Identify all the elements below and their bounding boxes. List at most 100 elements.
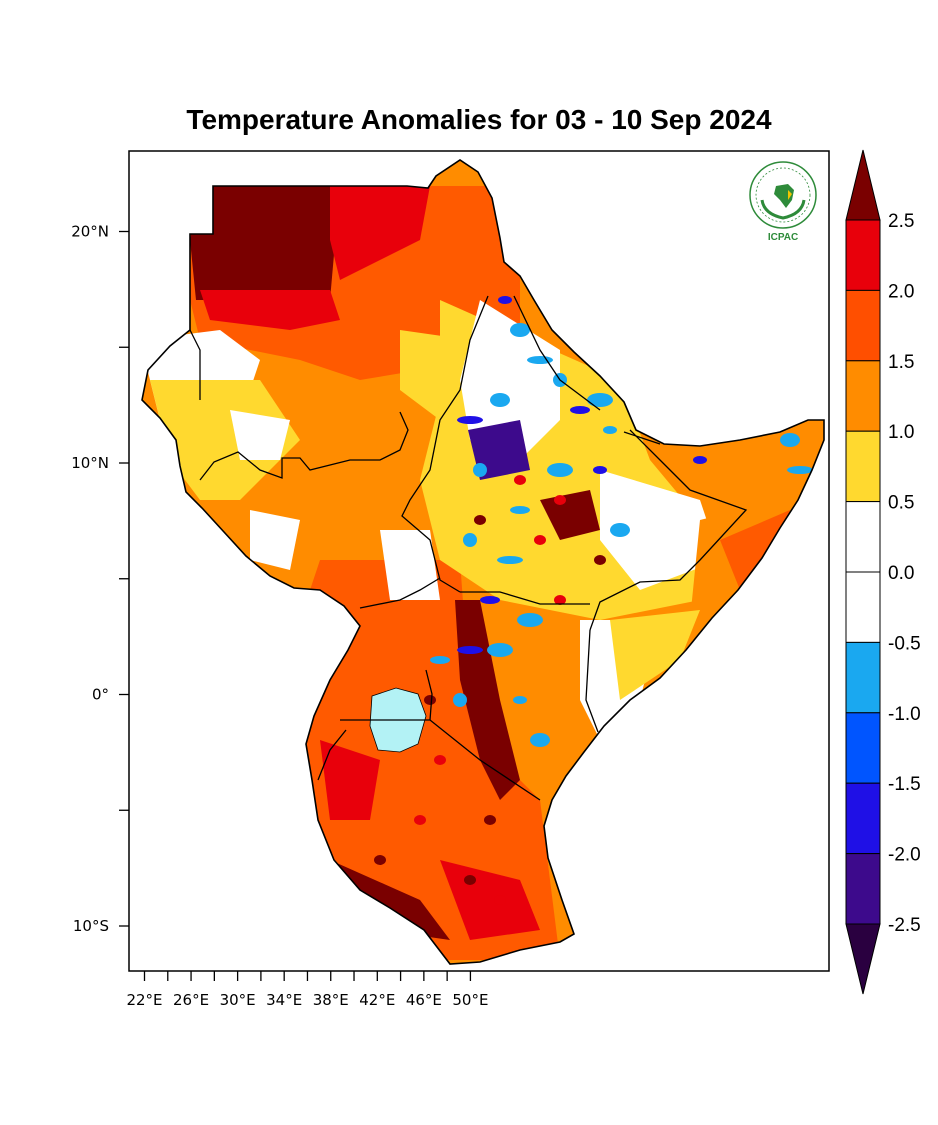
- x-tick-label: 50°E: [452, 991, 488, 1009]
- y-tick-label: 10°N: [71, 454, 109, 472]
- colorbar-level-label: -2.5: [888, 915, 921, 936]
- warm-anomaly-cell: [414, 815, 426, 825]
- map-frame: [128, 150, 830, 972]
- x-tick-label: 38°E: [313, 991, 349, 1009]
- cold-anomaly-cell: [570, 406, 590, 414]
- cold-anomaly-cell: [603, 426, 617, 434]
- x-tick-label: 30°E: [220, 991, 256, 1009]
- cold-anomaly-cell: [490, 393, 510, 407]
- cold-anomaly-cell: [473, 463, 487, 477]
- warm-anomaly-cell: [554, 495, 566, 505]
- anomaly-1.5-south: [300, 560, 560, 960]
- warm-anomaly-cell: [574, 515, 586, 525]
- anomaly-neutral-ssd: [250, 510, 300, 570]
- cold-anomaly-cell: [780, 433, 800, 447]
- colorbar-level-label: -0.5: [888, 633, 921, 654]
- anomaly-0.5-west: [150, 380, 300, 500]
- region-outline: [141, 159, 825, 965]
- country-border: [189, 329, 201, 400]
- colorbar-level-label: -2.0: [888, 845, 921, 866]
- cold-anomaly-cell: [547, 463, 573, 477]
- warm-anomaly-cell: [434, 755, 446, 765]
- x-tick-label: 22°E: [126, 991, 162, 1009]
- country-borders: [189, 295, 748, 801]
- cold-anomaly-cell: [530, 733, 550, 747]
- warm-anomaly-cell: [534, 535, 546, 545]
- cold-anomaly-cell: [517, 613, 543, 627]
- cold-anomaly-cell: [430, 656, 450, 664]
- anomaly-2.0-north: [330, 186, 430, 280]
- country-border: [513, 295, 601, 411]
- cold-anomaly-cell: [498, 296, 512, 304]
- y-axis: 20°N 10°N 0° 10°S: [71, 223, 129, 935]
- colorbar-bin: [845, 289, 881, 362]
- x-tick-label: 46°E: [406, 991, 442, 1009]
- anomaly-2.0-west: [320, 740, 380, 820]
- icpac-logo: ICPAC: [748, 160, 818, 245]
- country-border: [359, 577, 441, 609]
- warm-anomaly-cell: [374, 855, 386, 865]
- x-tick-label: 42°E: [359, 991, 395, 1009]
- x-tick-label: 26°E: [173, 991, 209, 1009]
- colorbar-bin: [845, 712, 881, 784]
- country-border: [401, 295, 489, 593]
- cold-anomaly-cell: [487, 643, 513, 657]
- country-border: [589, 429, 748, 631]
- warm-anomaly-cell: [474, 515, 486, 525]
- cold-anomaly-cell: [453, 693, 467, 707]
- cold-anomaly-cell: [593, 466, 607, 474]
- cold-anomaly-cell: [457, 416, 483, 424]
- colorbar-bin: [845, 430, 881, 503]
- colorbar-level-label: 2.5: [888, 211, 914, 232]
- anomaly-patches: [142, 186, 813, 960]
- cold-anomaly-cell: [457, 646, 483, 654]
- cold-anomaly-cell: [587, 393, 613, 407]
- warm-anomaly-cell: [464, 875, 476, 885]
- country-border: [425, 669, 433, 721]
- y-tick-label: 20°N: [71, 223, 109, 241]
- country-border: [199, 411, 409, 481]
- colorbar-bin: [845, 782, 881, 855]
- colorbar-level-label: -1.5: [888, 774, 921, 795]
- colorbar: 2.5 2.0 1.5 1.0 0.5 0.0 -0.5 -1.0 -1.5 -2.0 -2.5: [845, 149, 921, 995]
- igad-seal-icon: [749, 161, 817, 229]
- colorbar-level-label: 1.5: [888, 352, 914, 373]
- anomaly-gt2.5-south: [330, 860, 450, 940]
- colorbar-level-label: 1.0: [888, 422, 914, 443]
- anomaly-1.5-somalia: [720, 510, 790, 590]
- y-tick-label: 0°: [92, 686, 109, 704]
- x-axis: 22°E 26°E 30°E 34°E 38°E 42°E 46°E 50°E: [126, 971, 488, 1009]
- anomaly-field: [141, 159, 825, 965]
- cold-anomaly-cell: [693, 456, 707, 464]
- colorbar-bin: [845, 641, 881, 714]
- warm-anomaly-cell: [424, 695, 436, 705]
- cold-anomaly-cell: [513, 696, 527, 704]
- cold-anomaly-cell: [510, 323, 530, 337]
- country-border: [317, 729, 347, 781]
- warm-anomaly-cell: [484, 815, 496, 825]
- logo-org-name: ICPAC: [767, 232, 799, 243]
- warm-anomaly-cell: [494, 895, 506, 905]
- cold-anomaly-cell: [497, 556, 523, 564]
- cold-anomaly-cell: [480, 596, 500, 604]
- country-border: [460, 591, 590, 605]
- cold-anomaly-cell: [787, 466, 813, 474]
- anomaly-neutral-west-2: [230, 410, 290, 460]
- anomaly-gt2.5-northwest: [190, 186, 340, 300]
- warm-anomaly-cell: [554, 595, 566, 605]
- country-border: [340, 719, 541, 801]
- colorbar-bin: [845, 219, 881, 291]
- colorbar-level-label: 0.5: [888, 493, 914, 514]
- colorbar-bin: [845, 360, 881, 432]
- colorbar-level-label: -1.0: [888, 704, 921, 725]
- cold-anomaly-cell: [610, 523, 630, 537]
- y-tick-label: 10°S: [73, 917, 109, 935]
- colorbar-lower-arrow: [845, 923, 881, 995]
- x-tick-label: 34°E: [266, 991, 302, 1009]
- anomaly-2.0-band: [200, 290, 340, 330]
- cold-anomaly-cell: [463, 533, 477, 547]
- warm-anomaly-cell: [594, 555, 606, 565]
- anomaly-0.5-somalia-south: [610, 610, 700, 700]
- anomaly-neutral-ogaden: [600, 470, 720, 590]
